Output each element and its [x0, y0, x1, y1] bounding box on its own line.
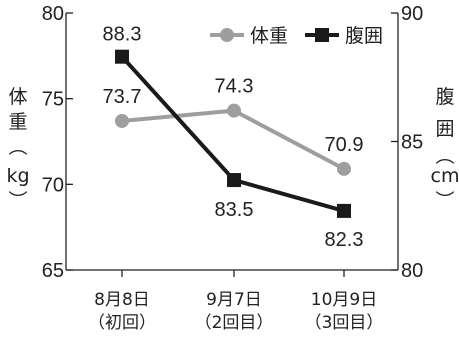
legend-label: 腹囲	[345, 25, 383, 47]
right-axis-label-char: ︶	[435, 190, 454, 212]
data-label: 82.3	[325, 229, 364, 251]
x-tick-label: 10月9日	[311, 290, 377, 310]
legend-marker	[220, 28, 234, 42]
data-point	[227, 173, 241, 188]
series-layer: 73.7 74.3 70.9 88.3 83.5 82.3	[103, 24, 364, 251]
x-tick-label: 9月7日	[206, 290, 262, 310]
data-label: 73.7	[103, 86, 142, 108]
legend: 体重 腹囲	[210, 25, 383, 47]
left-axis-label-char: 重	[8, 111, 27, 133]
right-axis-label-char: 囲	[435, 118, 454, 140]
left-tick-label: 65	[42, 260, 64, 282]
left-axis-label-char: 体	[8, 86, 27, 108]
right-tick-label: 80	[401, 260, 423, 282]
left-tick-label: 75	[42, 89, 64, 111]
data-point	[337, 203, 351, 218]
data-point	[115, 49, 129, 64]
right-axis-label-char: 腹	[435, 86, 454, 108]
series-weight: 73.7 74.3 70.9	[103, 76, 364, 176]
left-tick-label: 80	[42, 3, 64, 25]
legend-label: 体重	[250, 25, 288, 47]
data-point	[115, 113, 129, 128]
right-axis-label: 腹囲 ︵cm ︶	[431, 86, 459, 212]
left-tick-label: 70	[42, 174, 64, 196]
left-axis-label-char: ︶	[8, 190, 27, 212]
data-point	[227, 103, 241, 118]
right-tick-label: 90	[401, 3, 423, 25]
left-axis-label-char: ︵	[8, 136, 27, 158]
right-axis-label-char: ︵	[435, 145, 454, 167]
data-label: 88.3	[103, 24, 142, 46]
data-label: 74.3	[215, 76, 254, 98]
series-line	[121, 108, 345, 171]
left-axis-label: 体重 ︵ kg ︶	[6, 86, 29, 212]
right-axis-label-char: cm	[431, 165, 459, 187]
x-tick-label: （2回目）	[195, 313, 274, 333]
data-label: 70.9	[325, 134, 364, 156]
x-tick-label: 8月8日	[94, 290, 150, 310]
x-tick-label: （3回目）	[305, 313, 384, 333]
axes: 65 70 75 80 80 85 90 8月8日 （初回） 9月7日 （2回目） 10月9日 （3回目…	[42, 3, 424, 333]
legend-marker	[315, 28, 329, 42]
right-tick-label: 85	[401, 132, 423, 154]
x-tick-label: （初回）	[88, 313, 156, 333]
data-point	[337, 161, 351, 176]
left-axis-label-char: kg	[6, 165, 29, 187]
series-waist: 88.3 83.5 82.3	[103, 24, 364, 251]
data-label: 83.5	[215, 199, 254, 221]
